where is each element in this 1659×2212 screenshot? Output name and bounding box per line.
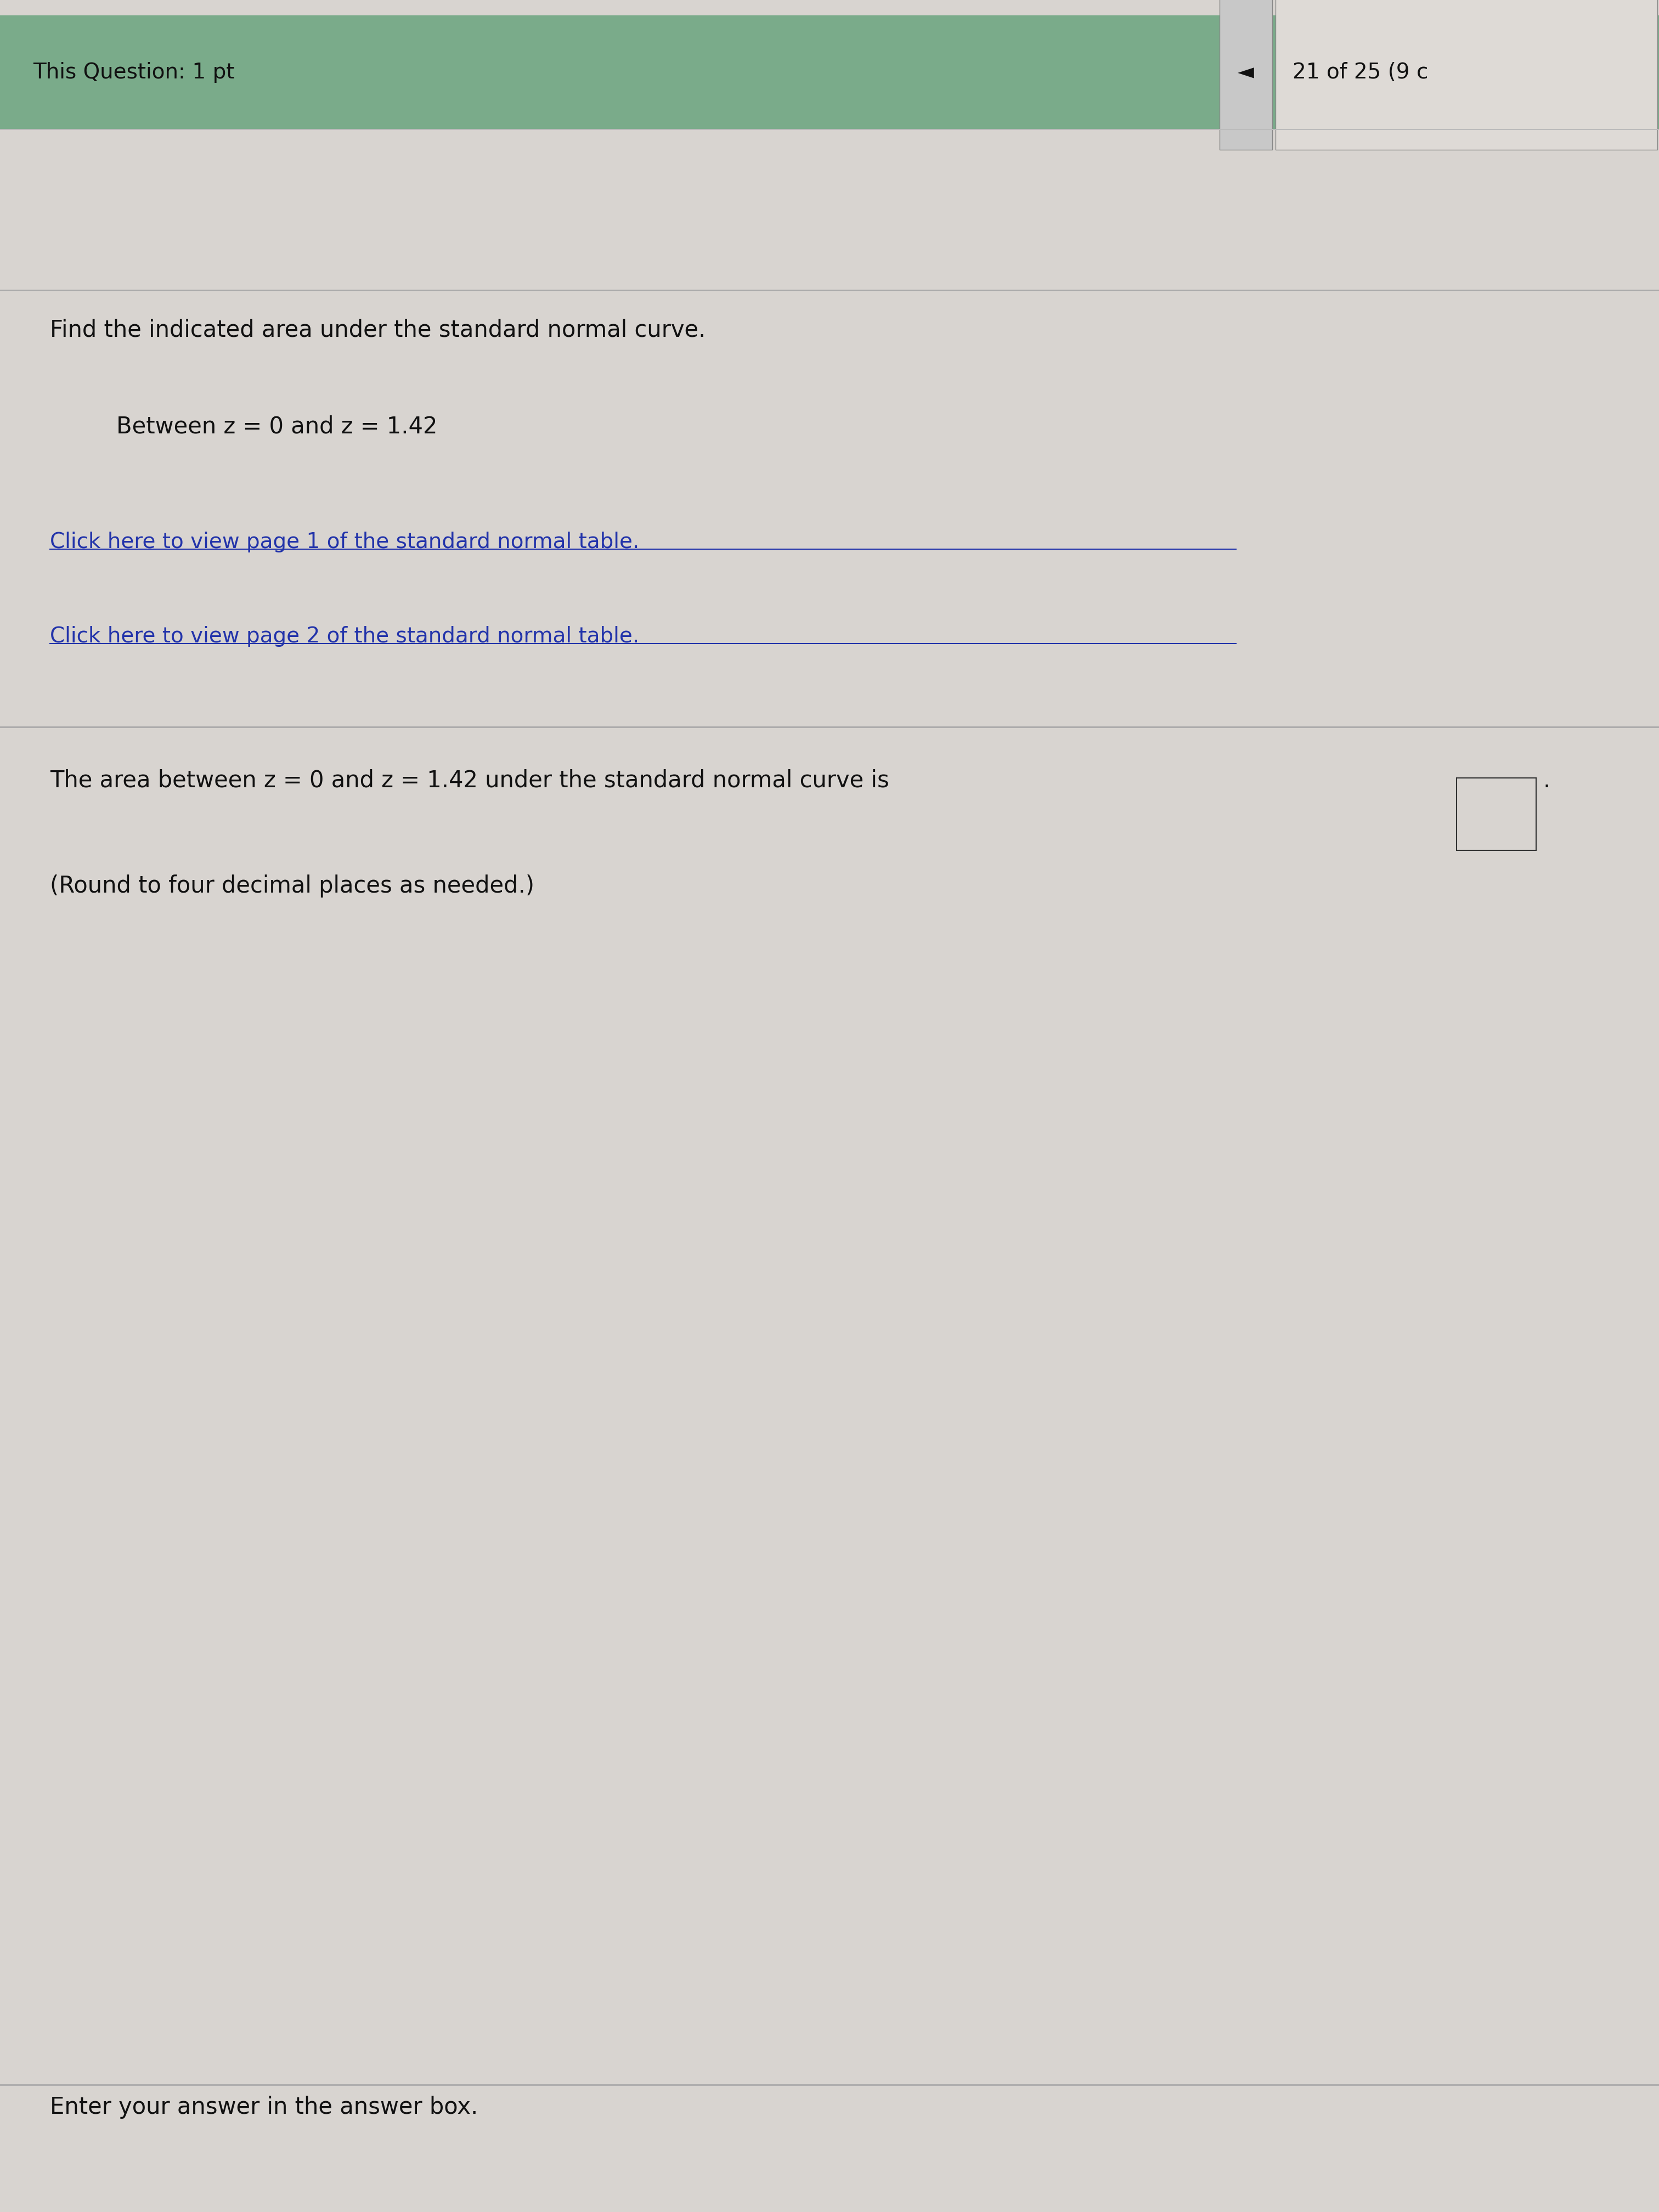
FancyBboxPatch shape [0, 15, 1659, 131]
Text: Between z = 0 and z = 1.42: Between z = 0 and z = 1.42 [116, 416, 438, 438]
FancyBboxPatch shape [1457, 779, 1536, 849]
Text: 21 of 25 (9 c: 21 of 25 (9 c [1292, 62, 1428, 84]
Text: .: . [1543, 770, 1550, 792]
Text: Find the indicated area under the standard normal curve.: Find the indicated area under the standa… [50, 319, 705, 341]
Text: (Round to four decimal places as needed.): (Round to four decimal places as needed.… [50, 874, 534, 898]
Text: Click here to view page 1 of the standard normal table.: Click here to view page 1 of the standar… [50, 531, 639, 553]
Text: Enter your answer in the answer box.: Enter your answer in the answer box. [50, 2095, 478, 2119]
FancyBboxPatch shape [1219, 0, 1272, 150]
Text: ◄: ◄ [1238, 62, 1254, 84]
FancyBboxPatch shape [1276, 0, 1657, 150]
Text: Click here to view page 2 of the standard normal table.: Click here to view page 2 of the standar… [50, 626, 639, 646]
Text: This Question: 1 pt: This Question: 1 pt [33, 62, 234, 84]
Text: The area between z = 0 and z = 1.42 under the standard normal curve is: The area between z = 0 and z = 1.42 unde… [50, 770, 889, 792]
